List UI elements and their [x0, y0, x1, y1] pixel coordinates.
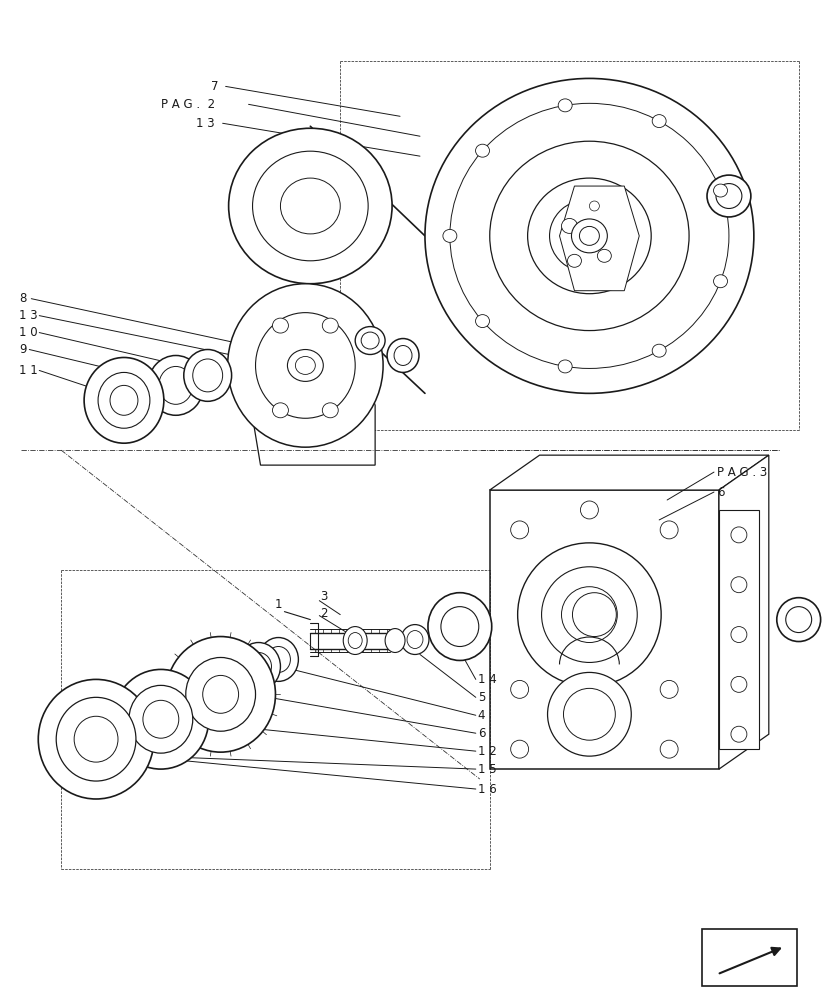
- Text: 1 3: 1 3: [19, 309, 38, 322]
- Ellipse shape: [280, 178, 340, 234]
- Polygon shape: [251, 355, 375, 465]
- Ellipse shape: [227, 284, 383, 447]
- Polygon shape: [718, 510, 758, 749]
- Text: 1 0: 1 0: [19, 326, 38, 339]
- Text: 3: 3: [320, 590, 327, 603]
- Ellipse shape: [148, 355, 203, 415]
- Ellipse shape: [566, 254, 581, 267]
- Ellipse shape: [185, 657, 256, 731]
- Polygon shape: [718, 455, 768, 769]
- Text: 6: 6: [477, 727, 485, 740]
- Text: 1 5: 1 5: [477, 763, 496, 776]
- Text: 1 1: 1 1: [19, 364, 38, 377]
- Ellipse shape: [428, 593, 491, 660]
- Ellipse shape: [165, 637, 275, 752]
- Ellipse shape: [730, 726, 746, 742]
- Ellipse shape: [228, 128, 392, 284]
- Ellipse shape: [84, 357, 164, 443]
- Ellipse shape: [706, 175, 750, 217]
- Ellipse shape: [659, 740, 677, 758]
- Polygon shape: [701, 929, 796, 986]
- Text: 5: 5: [477, 691, 485, 704]
- Text: 7: 7: [210, 80, 218, 93]
- Ellipse shape: [659, 521, 677, 539]
- Text: 1 6: 1 6: [477, 783, 496, 796]
- Ellipse shape: [343, 627, 366, 654]
- Ellipse shape: [98, 372, 150, 428]
- Ellipse shape: [184, 350, 232, 401]
- Ellipse shape: [510, 521, 528, 539]
- Ellipse shape: [400, 625, 428, 654]
- Ellipse shape: [129, 685, 193, 753]
- Ellipse shape: [563, 688, 614, 740]
- Ellipse shape: [557, 360, 571, 373]
- Ellipse shape: [475, 315, 489, 328]
- Ellipse shape: [387, 339, 418, 372]
- Ellipse shape: [322, 318, 338, 333]
- Text: 6: 6: [716, 486, 724, 499]
- Ellipse shape: [38, 679, 154, 799]
- Ellipse shape: [442, 229, 457, 242]
- Ellipse shape: [56, 697, 136, 781]
- Ellipse shape: [549, 199, 629, 273]
- Ellipse shape: [287, 350, 323, 381]
- Ellipse shape: [355, 327, 385, 354]
- Ellipse shape: [589, 201, 599, 211]
- Ellipse shape: [527, 178, 650, 294]
- Ellipse shape: [475, 144, 489, 157]
- Polygon shape: [489, 490, 718, 769]
- Ellipse shape: [596, 249, 610, 262]
- Ellipse shape: [652, 344, 666, 357]
- Ellipse shape: [571, 219, 607, 253]
- Text: 4: 4: [477, 709, 485, 722]
- Ellipse shape: [557, 99, 571, 112]
- Ellipse shape: [776, 598, 820, 642]
- Text: 1: 1: [275, 598, 282, 611]
- Ellipse shape: [112, 669, 208, 769]
- Ellipse shape: [272, 318, 288, 333]
- Ellipse shape: [237, 643, 280, 690]
- Polygon shape: [559, 186, 638, 291]
- Ellipse shape: [652, 115, 666, 128]
- Text: 2: 2: [320, 607, 327, 620]
- Ellipse shape: [256, 313, 355, 418]
- Ellipse shape: [713, 275, 727, 288]
- Ellipse shape: [517, 543, 661, 686]
- Ellipse shape: [541, 567, 637, 662]
- Ellipse shape: [489, 141, 688, 331]
- Ellipse shape: [547, 672, 630, 756]
- Ellipse shape: [258, 638, 298, 681]
- Text: 8: 8: [19, 292, 26, 305]
- Ellipse shape: [322, 403, 338, 418]
- Ellipse shape: [580, 501, 598, 519]
- Ellipse shape: [561, 218, 576, 233]
- Text: P A G . 3: P A G . 3: [716, 466, 767, 479]
- Text: 1 3: 1 3: [195, 117, 214, 130]
- Ellipse shape: [385, 629, 404, 652]
- Ellipse shape: [252, 151, 368, 261]
- Ellipse shape: [713, 184, 727, 197]
- Text: 1 2: 1 2: [477, 745, 496, 758]
- Polygon shape: [489, 455, 768, 490]
- Text: 1 4: 1 4: [477, 673, 496, 686]
- Ellipse shape: [659, 680, 677, 698]
- Text: P A G .  2: P A G . 2: [160, 98, 215, 111]
- Ellipse shape: [730, 627, 746, 643]
- Ellipse shape: [272, 403, 288, 418]
- Ellipse shape: [730, 527, 746, 543]
- Ellipse shape: [730, 577, 746, 593]
- Ellipse shape: [424, 78, 753, 393]
- Ellipse shape: [510, 680, 528, 698]
- Text: 9: 9: [19, 343, 26, 356]
- Ellipse shape: [510, 740, 528, 758]
- Ellipse shape: [730, 676, 746, 692]
